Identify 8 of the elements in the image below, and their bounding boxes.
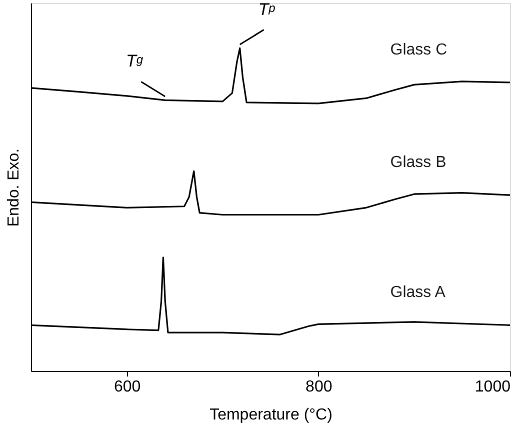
series-label: Glass B: [390, 154, 446, 171]
x-tick-label: 1000: [474, 378, 511, 396]
series-label: Glass A: [390, 284, 446, 302]
y-axis-title: Endo. Exo.: [6, 148, 22, 227]
x-axis-title: Temperature (°C): [210, 406, 332, 424]
x-tick-label: 800: [306, 378, 332, 396]
series-label: Glass C: [390, 41, 448, 58]
x-tick-label: 600: [114, 378, 141, 396]
